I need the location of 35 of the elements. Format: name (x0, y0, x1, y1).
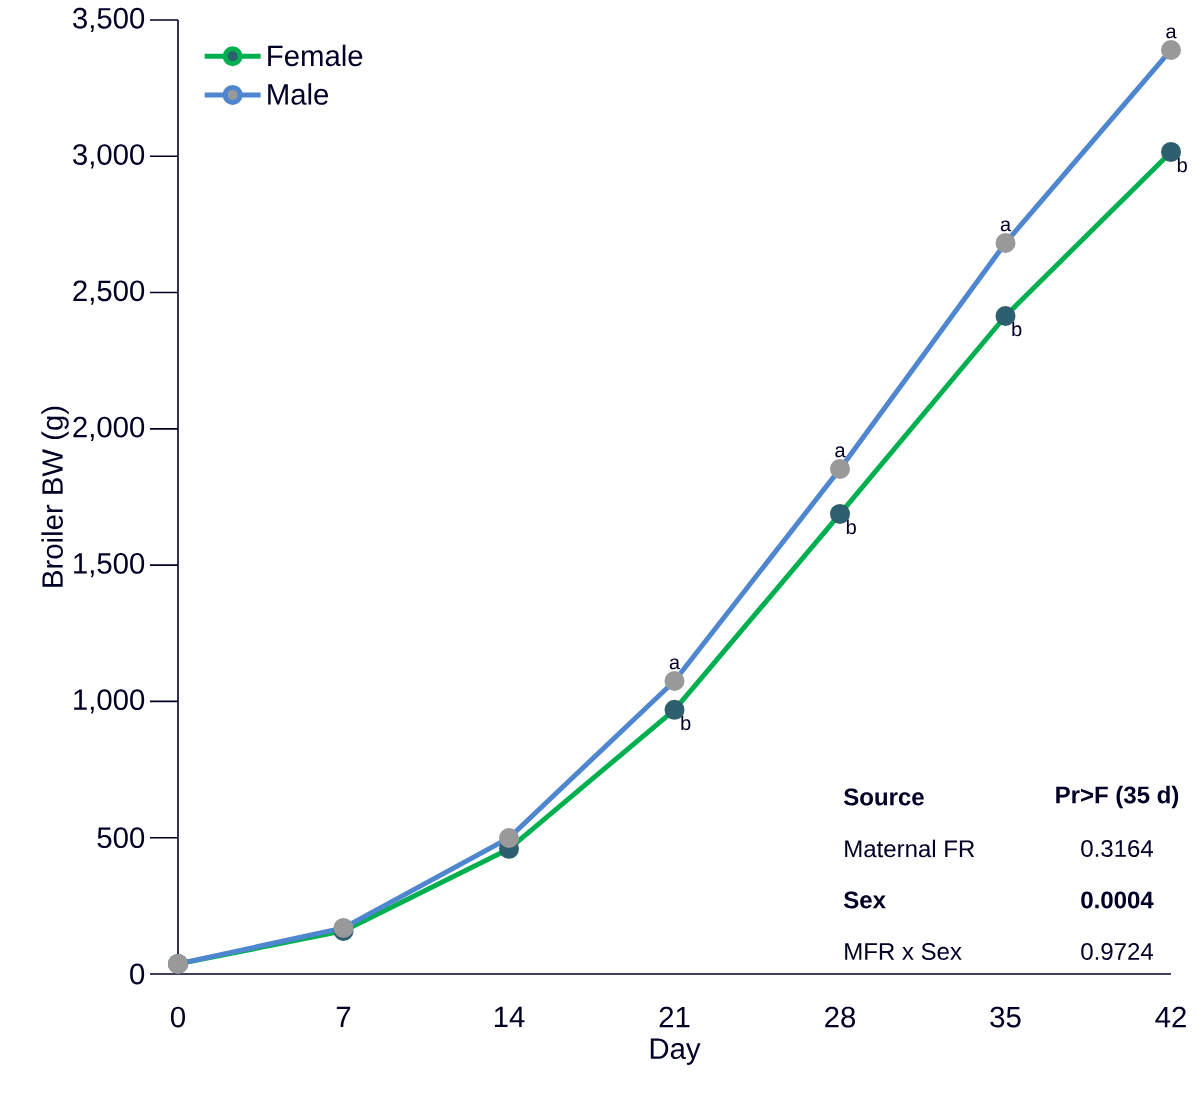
x-tick-label: 0 (171, 1006, 186, 1028)
x-axis-title: Day (650, 1038, 701, 1065)
annotation: 0.9724 (1081, 942, 1153, 960)
y-tick-label: 2,500 (73, 280, 145, 305)
annotation: 0.0004 (1081, 891, 1154, 909)
x-tick-label: 14 (494, 1006, 525, 1027)
legend-label: Female (268, 44, 363, 67)
y-tick-label: 0 (130, 963, 145, 985)
y-tick-label: 1,500 (74, 553, 145, 578)
x-tick-label: 35 (990, 1006, 1021, 1028)
annotation: a (669, 658, 681, 670)
y-tick-label: 2,000 (73, 416, 145, 441)
annotation: Pr>F (35 d) (1056, 785, 1179, 809)
annotation: MFR x Sex (845, 942, 962, 960)
y-axis-title: Broiler BW (g) (41, 406, 69, 587)
annotation: b (846, 519, 856, 535)
annotation: b (1177, 157, 1187, 173)
annotation: Source (843, 788, 924, 806)
x-tick-label: 42 (1155, 1006, 1186, 1028)
x-tick-label: 21 (659, 1006, 690, 1028)
annotation: a (835, 446, 846, 458)
annotation: 0.3164 (1081, 839, 1153, 857)
y-tick-label: 500 (97, 827, 145, 849)
annotation: Maternal FR (845, 839, 975, 858)
annotation: a (1000, 220, 1012, 232)
annotation: b (681, 715, 691, 731)
y-tick-label: 3,000 (72, 144, 145, 169)
annotation: a (1166, 27, 1177, 39)
x-tick-label: 28 (825, 1006, 856, 1028)
y-tick-label: 3,500 (72, 7, 145, 33)
y-tick-label: 1,000 (74, 689, 145, 714)
annotation: Sex (843, 891, 886, 909)
x-tick-label: 7 (336, 1006, 351, 1027)
annotation: b (1012, 321, 1022, 337)
legend-label: Male (268, 83, 329, 105)
